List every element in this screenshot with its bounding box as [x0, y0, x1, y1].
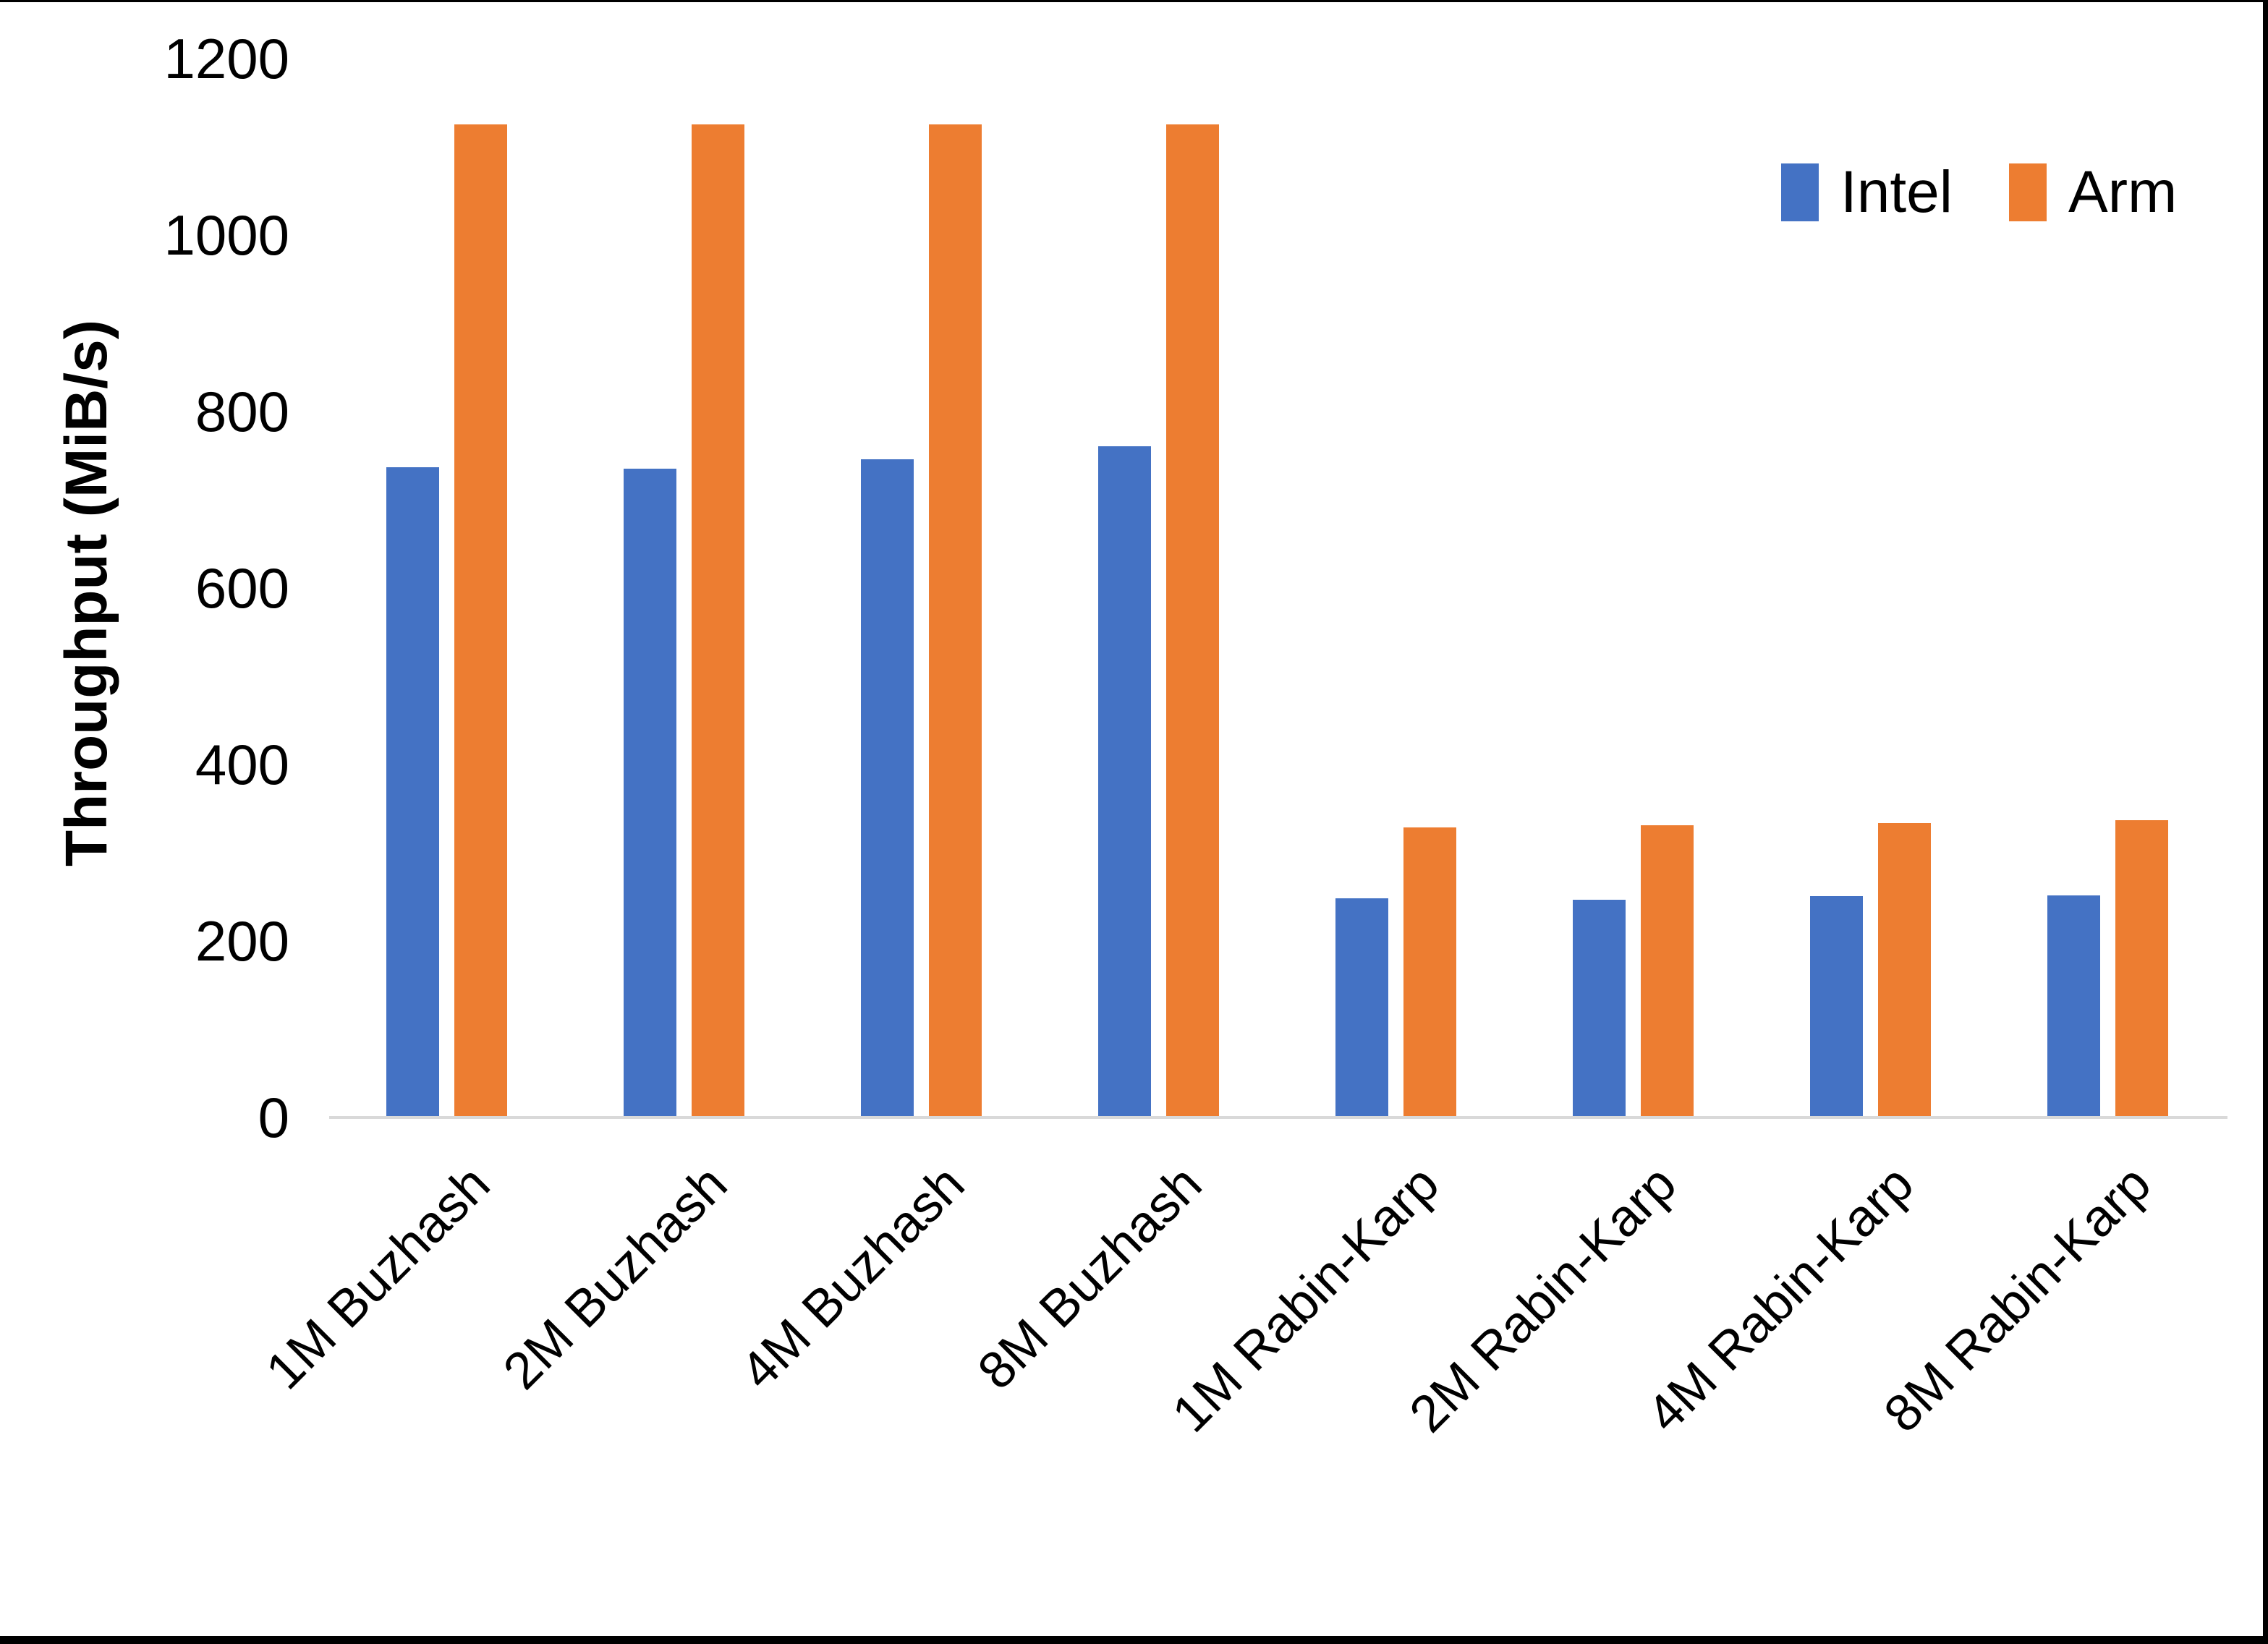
bar-arm-8m-rabin-karp	[2115, 820, 2168, 1117]
legend-item-arm: Arm	[2009, 160, 2177, 225]
y-tick-label-600: 600	[195, 556, 289, 620]
legend: Intel Arm	[1781, 160, 2177, 225]
x-label-4m-buzhash: 4M Buzhash	[729, 1154, 976, 1401]
bar-intel-1m-rabin-karp	[1335, 898, 1388, 1117]
bar-arm-4m-rabin-karp	[1878, 823, 1931, 1117]
bar-arm-1m-rabin-karp	[1403, 827, 1456, 1117]
bar-arm-8m-buzhash	[1166, 124, 1219, 1117]
y-tick-label-200: 200	[195, 909, 289, 973]
bar-intel-4m-buzhash	[861, 459, 914, 1117]
bar-arm-2m-rabin-karp	[1641, 825, 1694, 1117]
y-tick-label-0: 0	[258, 1086, 289, 1149]
bar-intel-1m-buzhash	[386, 467, 439, 1117]
intel-legend-label: Intel	[1840, 159, 1953, 225]
y-tick-label-1000: 1000	[163, 203, 289, 267]
intel-legend-swatch	[1781, 163, 1819, 221]
bar-intel-8m-rabin-karp	[2047, 895, 2100, 1117]
bar-intel-2m-rabin-karp	[1573, 900, 1626, 1117]
x-label-2m-buzhash: 2M Buzhash	[492, 1154, 739, 1401]
bar-arm-2m-buzhash	[692, 124, 744, 1117]
arm-legend-swatch	[2009, 163, 2047, 221]
x-label-8m-buzhash: 8M Buzhash	[967, 1154, 1213, 1401]
y-tick-label-1200: 1200	[163, 27, 289, 90]
bar-intel-2m-buzhash	[624, 469, 676, 1117]
legend-item-intel: Intel	[1781, 160, 1953, 225]
bar-arm-1m-buzhash	[454, 124, 507, 1117]
bar-arm-4m-buzhash	[929, 124, 982, 1117]
y-tick-label-400: 400	[195, 733, 289, 796]
x-label-1m-buzhash: 1M Buzhash	[255, 1154, 501, 1401]
x-axis-line	[329, 1116, 2227, 1119]
bar-intel-8m-buzhash	[1098, 446, 1151, 1117]
bar-intel-4m-rabin-karp	[1810, 896, 1863, 1117]
y-tick-label-800: 800	[195, 380, 289, 443]
arm-legend-label: Arm	[2068, 159, 2178, 225]
